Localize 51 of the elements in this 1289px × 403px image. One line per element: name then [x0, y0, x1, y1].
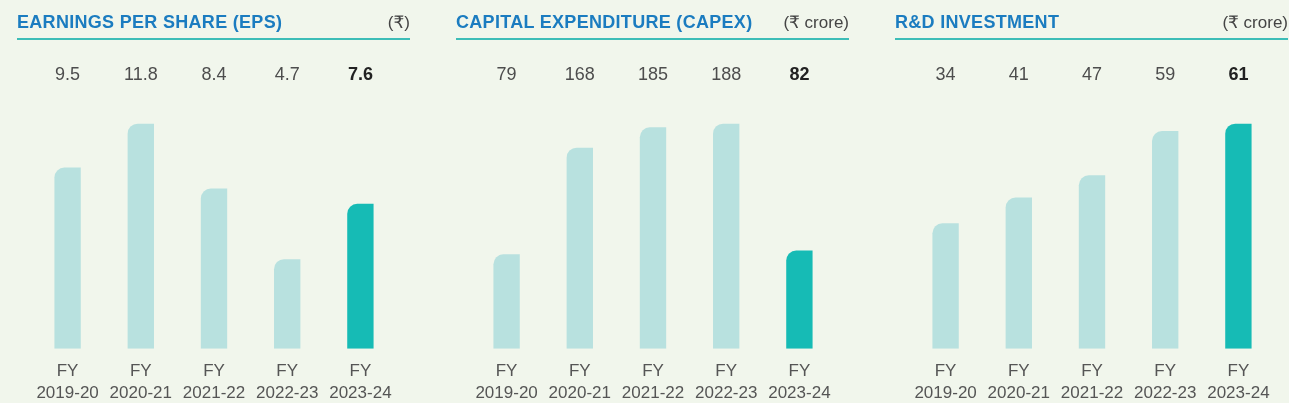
bar: [54, 167, 81, 349]
x-tick-label: FY 2019-20: [475, 360, 538, 402]
data-label: 8.4: [201, 63, 227, 84]
x-tick-label: FY 2020-21: [987, 360, 1050, 402]
y-axis-title: (₹ crore): [783, 12, 849, 33]
x-tick-label: FY 2019-20: [36, 360, 99, 402]
data-label: 61: [1228, 63, 1249, 84]
x-tick-label: FY 2021-22: [621, 360, 685, 402]
chart-title: CAPITAL EXPENDITURE (CAPEX): [456, 12, 753, 33]
chart-title: EARNINGS PER SHARE (EPS): [17, 12, 283, 33]
data-label: 82: [789, 63, 810, 84]
data-label: 34: [935, 63, 956, 84]
bar: [1078, 175, 1106, 349]
data-label: 7.6: [347, 63, 373, 84]
bar: [1152, 131, 1179, 349]
data-label: 4.7: [274, 63, 300, 84]
data-label: 185: [637, 63, 669, 84]
x-tick-label: FY 2021-22: [1060, 360, 1124, 402]
bar: [1225, 123, 1252, 349]
data-label: 11.8: [123, 63, 158, 84]
x-tick-label: FY 2022-23: [1134, 360, 1197, 402]
data-label: 79: [496, 63, 517, 84]
data-label: 47: [1081, 63, 1103, 84]
x-tick-label: FY 2023-24: [768, 360, 831, 402]
bar: [639, 127, 667, 349]
bar: [274, 259, 301, 349]
y-axis-title: (₹): [387, 12, 410, 33]
x-tick-label: FY 2019-20: [914, 360, 977, 402]
data-label: 168: [564, 63, 595, 84]
x-tick-label: FY 2021-22: [182, 360, 246, 402]
x-tick-label: FY 2023-24: [1207, 360, 1270, 402]
bar: [200, 188, 228, 349]
chart-title: R&D INVESTMENT: [895, 12, 1060, 33]
bar: [347, 203, 374, 349]
data-label: 59: [1155, 63, 1176, 84]
bar: [493, 254, 520, 349]
bar: [786, 250, 813, 349]
x-tick-label: FY 2022-23: [695, 360, 758, 402]
bar: [127, 123, 154, 349]
x-tick-label: FY 2022-23: [256, 360, 319, 402]
data-label: 41: [1008, 63, 1029, 84]
data-label: 9.5: [55, 63, 81, 84]
x-tick-label: FY 2020-21: [109, 360, 172, 402]
x-tick-label: FY 2023-24: [329, 360, 392, 402]
bar: [713, 123, 740, 349]
data-label: 188: [711, 63, 742, 84]
bar: [1005, 197, 1032, 349]
bar: [932, 223, 959, 349]
x-tick-label: FY 2020-21: [548, 360, 611, 402]
bar: [566, 147, 593, 349]
y-axis-title: (₹ crore): [1222, 12, 1288, 33]
